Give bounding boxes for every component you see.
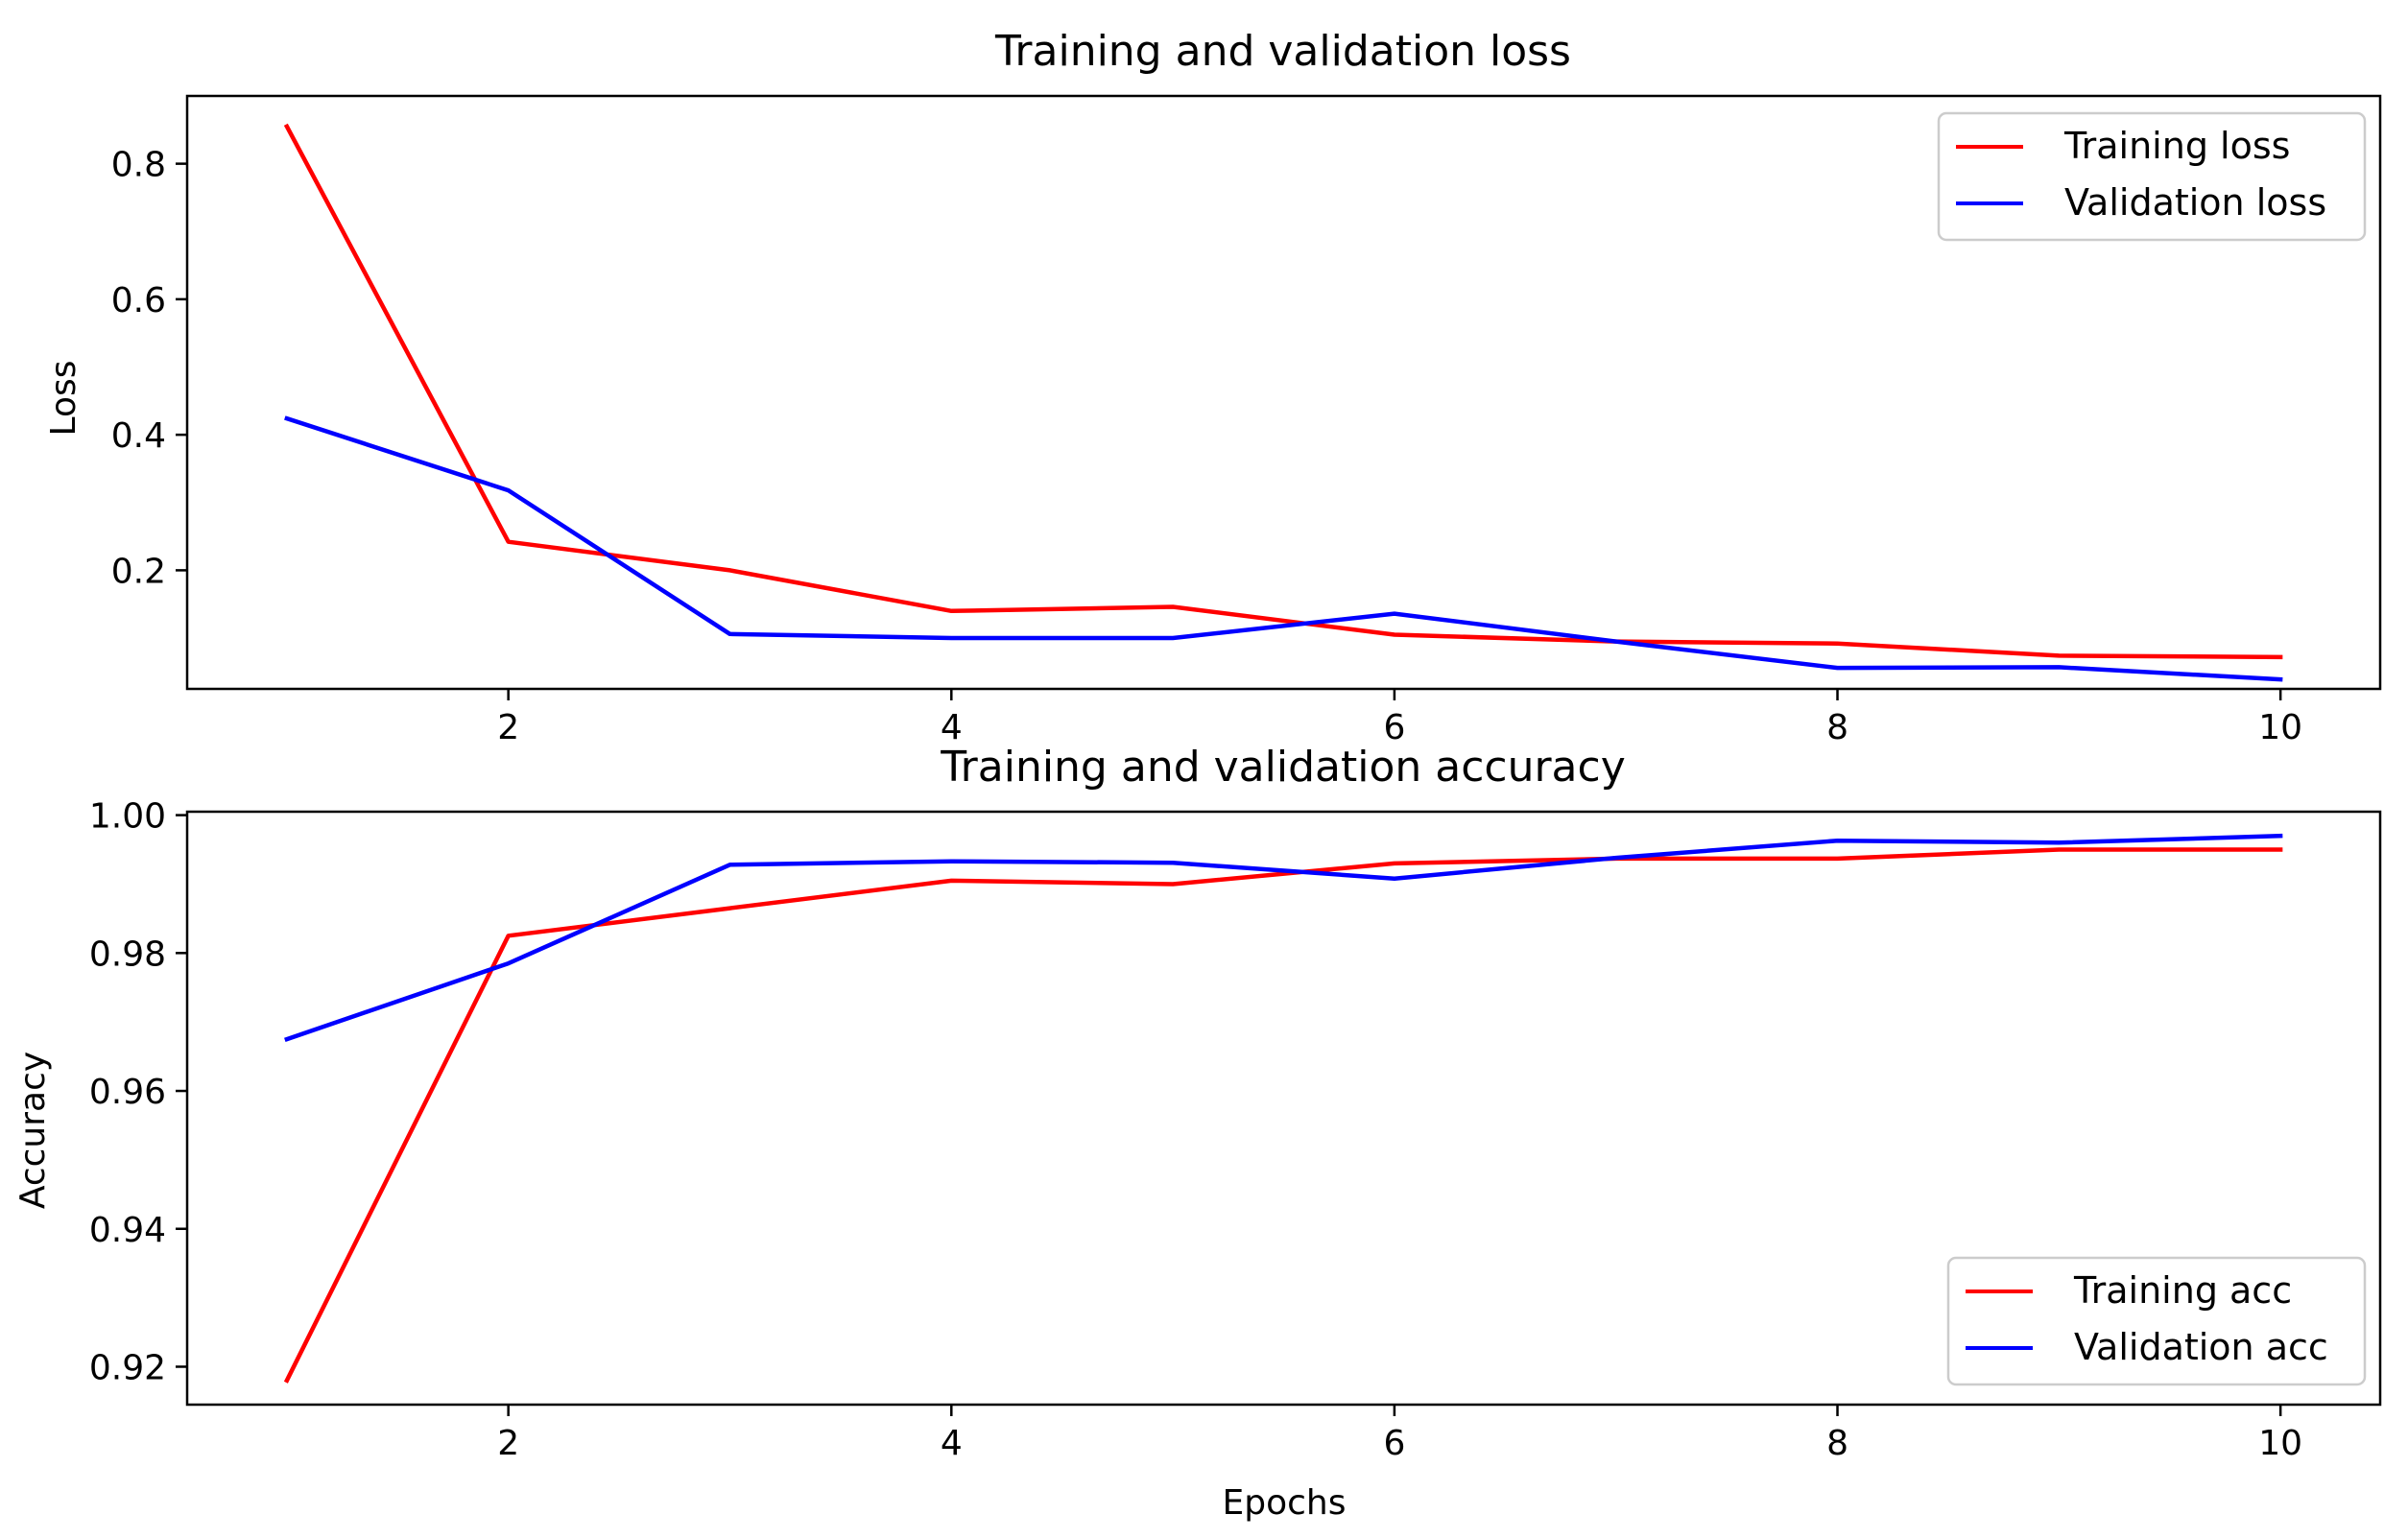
accuracy-x-tick-label: 8 <box>1826 1424 1848 1463</box>
loss-x-tick-label: 6 <box>1383 708 1405 747</box>
loss-y-tick-label: 0.6 <box>111 281 166 320</box>
accuracy-x-tick-label: 2 <box>497 1424 519 1463</box>
loss-legend-label-validation: Validation loss <box>2064 181 2326 224</box>
accuracy-chart-title: Training and validation accuracy <box>940 743 1626 792</box>
loss-chart-title: Training and validation loss <box>994 27 1571 76</box>
loss-legend-box <box>1937 111 2367 242</box>
loss-legend: Training loss Validation loss <box>1937 111 2367 242</box>
loss-plot-area: 2 4 6 8 10 0.2 0.4 0.6 0.8 <box>111 94 2382 747</box>
accuracy-x-axis-label: Epochs <box>1223 1483 1347 1523</box>
loss-axes-frame <box>185 94 2382 691</box>
accuracy-y-tick-label: 0.94 <box>89 1211 166 1250</box>
accuracy-x-tick-label: 6 <box>1383 1424 1405 1463</box>
accuracy-y-tick-label: 0.96 <box>89 1073 166 1112</box>
accuracy-x-tick-label: 10 <box>2258 1424 2302 1463</box>
accuracy-y-tick-label: 0.92 <box>89 1348 166 1387</box>
loss-y-tick-label: 0.8 <box>111 146 166 185</box>
loss-y-tick-label: 0.2 <box>111 552 166 591</box>
loss-y-tick-label: 0.4 <box>111 416 166 456</box>
accuracy-plot-area: 2 4 6 8 10 0.92 0.94 0.96 0.98 1.00 <box>89 797 2382 1463</box>
loss-x-tick-label: 8 <box>1826 708 1848 747</box>
loss-chart: Training and validation loss Loss 2 4 6 8 10… <box>44 27 2382 747</box>
loss-legend-label-training: Training loss <box>2063 125 2290 167</box>
accuracy-y-axis-label: Accuracy <box>13 1052 53 1209</box>
loss-series-training-line <box>283 123 2283 660</box>
loss-x-tick-label: 10 <box>2258 708 2302 747</box>
accuracy-x-tick-label: 4 <box>941 1424 963 1463</box>
accuracy-legend: Training acc Validation acc <box>1946 1256 2367 1386</box>
accuracy-chart: Training and validation accuracy Accurac… <box>13 743 2382 1523</box>
accuracy-axes-frame <box>185 810 2382 1407</box>
accuracy-y-tick-label: 0.98 <box>89 935 166 974</box>
accuracy-legend-label-validation: Validation acc <box>2074 1326 2328 1368</box>
loss-x-tick-label: 2 <box>497 708 519 747</box>
accuracy-legend-label-training: Training acc <box>2073 1269 2292 1312</box>
accuracy-legend-box <box>1946 1256 2367 1386</box>
loss-x-tick-label: 4 <box>941 708 963 747</box>
loss-series-validation-line <box>284 415 2283 682</box>
accuracy-series-validation-line <box>284 833 2283 1042</box>
loss-y-axis-label: Loss <box>44 361 83 437</box>
accuracy-series-training-line <box>283 847 2283 1384</box>
accuracy-y-tick-label: 1.00 <box>89 797 166 837</box>
